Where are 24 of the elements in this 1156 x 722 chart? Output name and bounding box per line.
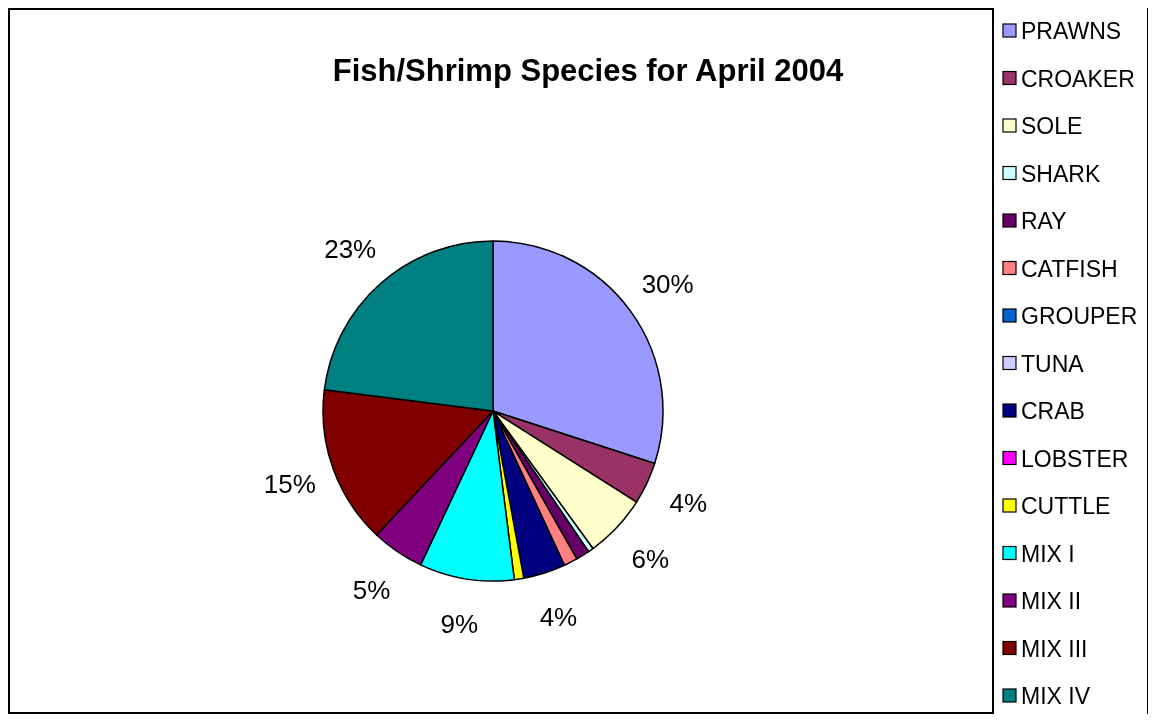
data-label: 23% bbox=[324, 234, 377, 265]
data-label: 4% bbox=[669, 487, 708, 518]
legend-label: MIX III bbox=[1021, 635, 1088, 662]
legend-label: CATFISH bbox=[1021, 255, 1118, 282]
legend-label: MIX II bbox=[1021, 588, 1082, 614]
legend-label: GROUPER bbox=[1021, 303, 1138, 329]
legend-label: CRAB bbox=[1021, 398, 1085, 424]
data-label: 9% bbox=[440, 609, 479, 640]
data-label: 6% bbox=[631, 543, 670, 574]
legend-label: PRAWNS bbox=[1021, 18, 1122, 44]
data-label: 15% bbox=[263, 469, 316, 500]
legend-label: TUNA bbox=[1021, 350, 1085, 377]
data-label: 5% bbox=[352, 574, 391, 605]
legend-label: MIX IV bbox=[1021, 683, 1091, 709]
legend-label: SOLE bbox=[1021, 113, 1083, 139]
legend-label: CUTTLE bbox=[1021, 493, 1111, 519]
data-label: 30% bbox=[641, 269, 694, 300]
legend-label: MIX I bbox=[1021, 540, 1075, 567]
legend-label: CROAKER bbox=[1021, 65, 1135, 92]
legend-label: LOBSTER bbox=[1021, 445, 1129, 472]
legend-label: SHARK bbox=[1021, 160, 1101, 187]
text: Fish/Shrimp Species for April 2004 bbox=[332, 53, 845, 88]
data-label: 4% bbox=[539, 601, 578, 632]
legend-label: RAY bbox=[1021, 208, 1067, 234]
